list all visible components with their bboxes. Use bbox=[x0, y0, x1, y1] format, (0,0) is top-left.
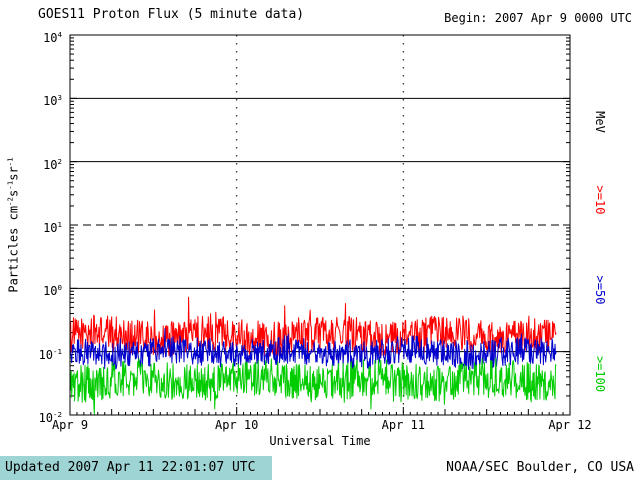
series-label-ge50: >=50 bbox=[593, 275, 607, 305]
chart-title: GOES11 Proton Flux (5 minute data) bbox=[38, 7, 305, 22]
series-label-ge100: >=100 bbox=[593, 355, 607, 393]
x-axis-label: Universal Time bbox=[269, 434, 371, 448]
y-tick-label: 103 bbox=[43, 93, 62, 109]
y-tick-label: 10-1 bbox=[38, 346, 62, 362]
x-tick-label: Apr 11 bbox=[381, 418, 425, 432]
y-tick-label: 101 bbox=[43, 220, 62, 235]
source-credit: NOAA/SEC Boulder, CO USA bbox=[446, 460, 634, 475]
status-bar: Updated 2007 Apr 11 22:01:07 UTC bbox=[0, 456, 272, 480]
y-tick-label: 104 bbox=[43, 30, 62, 45]
right-axis-unit-label: MeV bbox=[593, 111, 607, 133]
y-tick-label: 102 bbox=[43, 156, 62, 172]
x-tick-label: Apr 12 bbox=[548, 418, 592, 432]
begin-time-label: Begin: 2007 Apr 9 0000 UTC bbox=[444, 11, 632, 25]
series-label-ge10: >=10 bbox=[593, 185, 607, 215]
updated-timestamp: Updated 2007 Apr 11 22:01:07 UTC bbox=[5, 460, 256, 475]
x-tick-label: Apr 9 bbox=[51, 418, 89, 432]
y-tick-label: 10-2 bbox=[38, 410, 62, 425]
y-tick-label: 100 bbox=[43, 283, 62, 299]
x-tick-label: Apr 10 bbox=[214, 418, 259, 432]
